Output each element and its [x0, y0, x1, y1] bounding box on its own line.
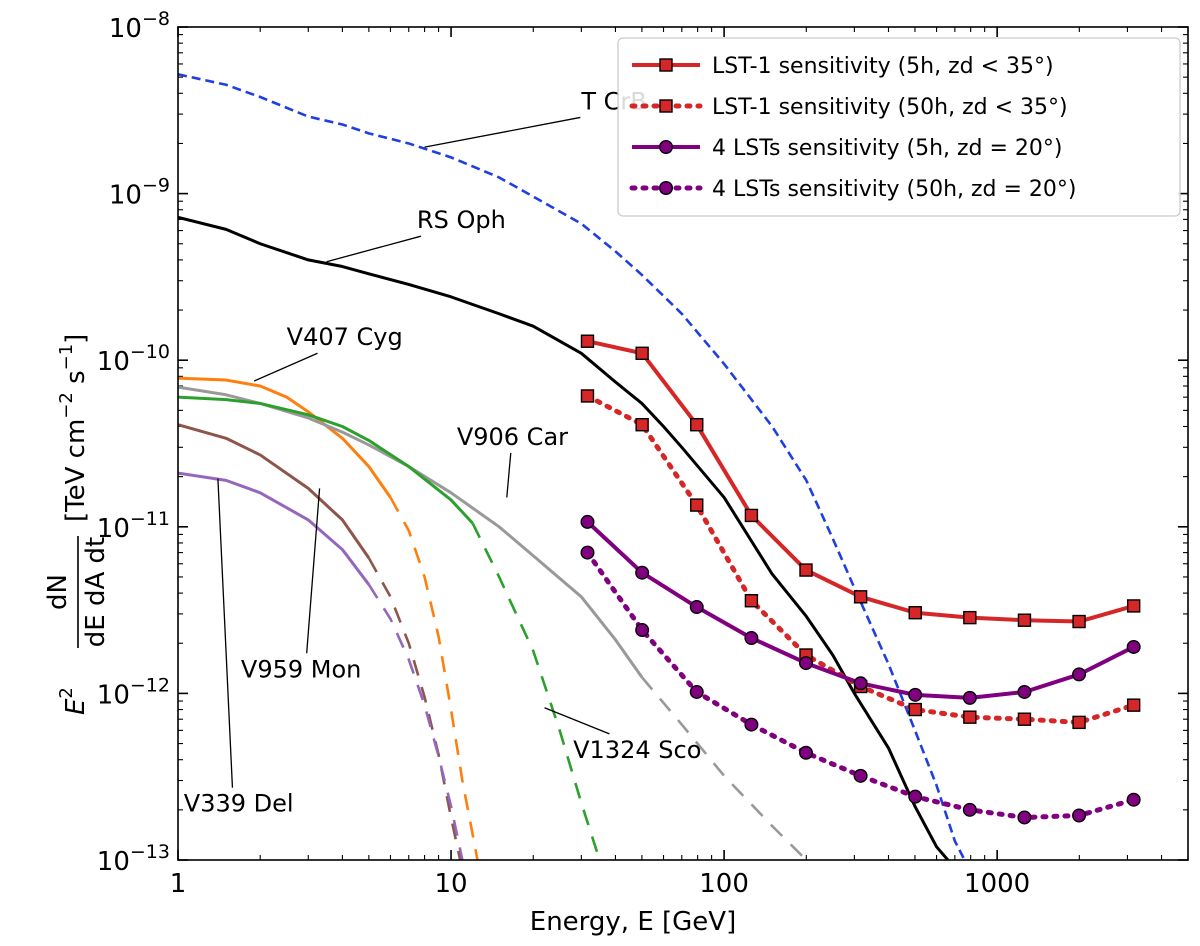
data-point-lst4_50h — [635, 623, 650, 638]
x-tick-label: 100 — [699, 869, 749, 899]
annotation-rs-oph: RS Oph — [417, 206, 506, 234]
data-point-lst1_5h — [690, 418, 704, 432]
y-tick-label: 10−12 — [97, 674, 170, 710]
annotation-v407-cyg: V407 Cyg — [287, 323, 403, 351]
y-label-numerator: dN — [43, 574, 73, 610]
data-point-lst4_5h — [744, 631, 759, 646]
annotation-v959-mon: V959 Mon — [241, 655, 361, 683]
y-tick-label: 10−9 — [109, 175, 170, 211]
y-label-prefix: E2 — [56, 687, 91, 715]
data-point-lst4_5h — [580, 514, 595, 529]
annotation-v906-car: V906 Car — [457, 423, 568, 451]
data-point-lst1_5h — [853, 590, 868, 604]
data-point-lst1_5h — [1017, 613, 1032, 627]
data-point-lst1_5h — [580, 334, 595, 348]
data-point-lst1_5h — [635, 346, 649, 361]
data-point-lst4_50h — [908, 789, 923, 804]
annotation-v1324-sco: V1324 Sco — [573, 736, 701, 764]
data-point-lst1_50h — [690, 498, 704, 512]
y-label-unit: [TeV cm−2 s−1] — [56, 334, 91, 522]
legend-marker-lst4_5h — [659, 139, 674, 154]
legend-label-lst1_5h: LST-1 sensitivity (5h, zd < 35°) — [712, 54, 1054, 79]
legend-label-lst1_50h: LST-1 sensitivity (50h, zd < 35°) — [712, 95, 1068, 120]
data-point-lst4_5h — [962, 690, 977, 705]
data-point-lst4_50h — [853, 768, 868, 783]
plot-frame — [177, 26, 1189, 861]
data-point-lst1_5h — [908, 606, 922, 620]
data-point-lst1_5h — [1072, 614, 1086, 629]
annotation-leader-v407-cyg — [253, 352, 318, 382]
series-line-rsoph — [178, 215, 950, 860]
data-point-lst1_50h — [744, 594, 759, 608]
series-line-v407cyg — [178, 376, 392, 499]
annotation-leader-v1324-sco — [544, 707, 610, 735]
annotation-leader-v339-del — [217, 478, 234, 788]
y-tick-label: 10−13 — [97, 841, 170, 877]
tick-layer: 1 10 100 1000 10−13 10−12 10−11 10−10 10−9 10−8 — [97, 8, 1189, 899]
axis-labels: Energy, E [GeV] E2 dN dE dA dt [TeV cm−2 s−1… — [43, 334, 736, 937]
legend-marker-lst1_50h — [659, 99, 673, 113]
data-point-lst4_5h — [689, 600, 704, 615]
legend-label-lst4_5h: 4 LSTs sensitivity (5h, zd = 20°) — [712, 136, 1063, 161]
x-tick-label: 10 — [435, 869, 468, 899]
data-point-lst1_50h — [1017, 712, 1032, 726]
legend-marker-lst4_50h — [659, 180, 674, 195]
data-point-lst4_5h — [635, 565, 650, 580]
data-point-lst1_5h — [963, 610, 977, 625]
y-label-denominator: dE dA dt — [81, 537, 111, 647]
x-axis-label: Energy, E [GeV] — [530, 907, 736, 937]
data-point-lst4_5h — [1017, 684, 1032, 699]
data-point-lst4_5h — [1072, 667, 1087, 682]
data-point-lst4_50h — [1072, 808, 1087, 823]
annotation-leader-rs-oph — [326, 235, 422, 263]
series-line-tcrb — [178, 73, 966, 860]
data-point-lst1_5h — [799, 563, 813, 577]
legend: LST-1 sensitivity (5h, zd < 35°) LST-1 se… — [617, 37, 1181, 217]
data-point-lst4_5h — [853, 676, 868, 691]
data-point-lst1_50h — [580, 389, 595, 403]
data-point-lst4_50h — [580, 545, 595, 560]
series-layer — [178, 73, 1141, 860]
data-point-lst1_50h — [635, 418, 649, 432]
data-point-lst4_50h — [744, 717, 759, 732]
data-point-lst4_50h — [798, 745, 813, 760]
legend-box — [617, 37, 1181, 217]
data-point-lst4_5h — [798, 656, 813, 671]
data-point-lst1_50h — [963, 710, 977, 724]
series-line-v407cyg_ext — [389, 496, 479, 860]
y-tick-label: 10−11 — [97, 508, 170, 544]
data-point-lst4_50h — [1017, 810, 1032, 825]
series-line-v1324sco — [178, 395, 474, 525]
series-line-v959mon_ext — [367, 557, 462, 860]
annotation-v339-del: V339 Del — [184, 790, 294, 818]
x-tick-label: 1 — [170, 869, 187, 899]
series-line-v339del_ext — [367, 583, 464, 860]
data-point-lst1_5h — [1126, 599, 1141, 613]
data-point-lst1_5h — [744, 508, 759, 523]
data-point-lst4_50h — [1126, 792, 1141, 807]
annotation-leader-v906-car — [506, 452, 512, 498]
data-point-lst4_50h — [962, 802, 977, 817]
legend-marker-lst1_5h — [659, 58, 673, 72]
data-point-lst1_50h — [908, 702, 922, 717]
y-tick-label: 10−10 — [97, 341, 170, 377]
data-point-lst4_50h — [689, 684, 704, 699]
series-line-v1324sco_ext — [471, 522, 601, 860]
data-point-lst1_50h — [1072, 715, 1086, 730]
x-tick-label: 1000 — [964, 869, 1030, 899]
series-line-v959mon — [178, 423, 371, 559]
y-tick-label: 10−8 — [109, 8, 170, 44]
data-point-lst4_5h — [1126, 639, 1141, 654]
legend-label-lst4_50h: 4 LSTs sensitivity (50h, zd = 20°) — [712, 177, 1077, 202]
data-point-lst4_5h — [908, 687, 923, 702]
annotation-leader-v959-mon — [306, 488, 321, 654]
y-axis-label: E2 dN dE dA dt [TeV cm−2 s−1] — [43, 334, 111, 715]
data-point-lst1_50h — [1126, 698, 1141, 712]
annotation-leader-t-crb — [424, 116, 581, 148]
series-line-v906car_ext — [640, 676, 808, 860]
